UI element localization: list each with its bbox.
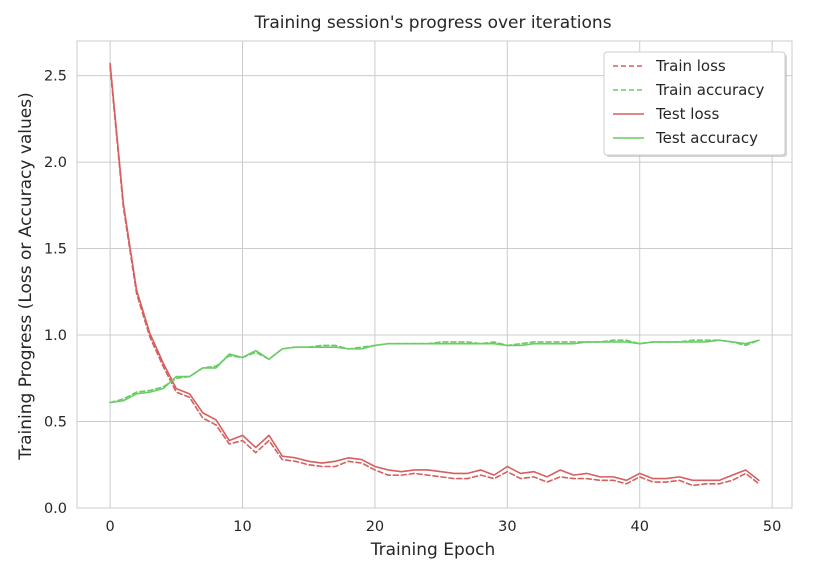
y-tick-label: 1.0 (44, 328, 67, 344)
legend-label: Test loss (655, 105, 719, 123)
legend-box (603, 51, 786, 156)
legend: Train loss Train accuracy Test loss Test ac… (603, 51, 787, 157)
y-tick-label: 1.5 (44, 242, 67, 258)
legend-label: Train loss (655, 57, 726, 75)
tick-labels: 0 10 20 30 40 50 0.0 0.5 1.0 1.5 2.0 2.5 (44, 69, 781, 535)
x-tick-label: 0 (105, 519, 114, 535)
test-loss-line (109, 62, 760, 482)
train-loss-line (109, 66, 760, 487)
test-accuracy-line (109, 339, 760, 404)
x-tick-label: 40 (631, 519, 649, 535)
x-tick-label: 50 (763, 519, 781, 535)
y-tick-label: 2.5 (44, 69, 67, 85)
x-tick-label: 20 (366, 519, 384, 535)
x-tick-label: 10 (233, 519, 251, 535)
plot-frame (76, 40, 793, 509)
y-tick-label: 0.5 (44, 415, 67, 431)
x-axis-label: Training Epoch (370, 540, 496, 560)
y-tick-label: 2.0 (44, 155, 67, 171)
legend-label: Train accuracy (655, 81, 765, 99)
x-tick-label: 30 (498, 519, 516, 535)
series-layer (109, 62, 760, 487)
gridlines (77, 41, 792, 509)
y-axis-label: Training Progress (Loss or Accuracy valu… (16, 92, 36, 461)
y-tick-label: 0.0 (44, 501, 67, 517)
legend-label: Test accuracy (655, 129, 758, 147)
chart-title: Training session's progress over iterati… (253, 13, 611, 33)
